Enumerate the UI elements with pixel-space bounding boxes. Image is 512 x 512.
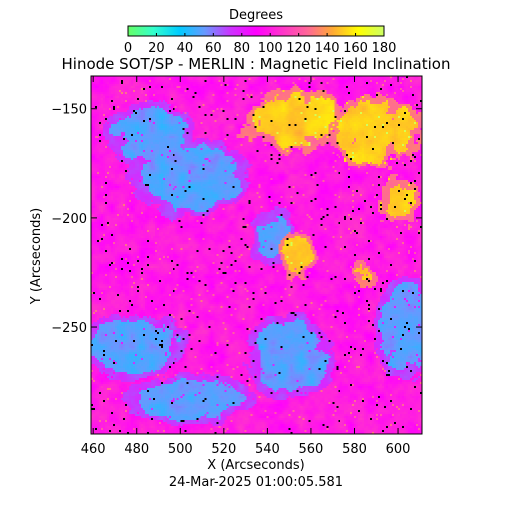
colorbar-tick-label: 60 [205,41,222,56]
x-axis-label: X (Arcseconds) [207,458,304,473]
y-axis-label: Y (Arcseconds) [29,208,44,305]
x-tick-label: 600 [386,442,411,457]
colorbar-tick-label: 40 [177,41,194,56]
x-tick-label: 460 [81,442,106,457]
y-tick-label: −250 [51,321,87,336]
plot-frame [90,75,423,435]
inclination-heatmap [91,76,422,434]
colorbar-tick-label: 180 [372,41,397,56]
chart-title: Hinode SOT/SP - MERLIN : Magnetic Field … [62,55,451,73]
x-tick-label: 580 [342,442,367,457]
colorbar-tick-label: 20 [148,41,165,56]
colorbar [127,25,385,37]
colorbar-tick-label: 120 [286,41,311,56]
y-tick-label: −150 [51,103,87,118]
colorbar-tick-label: 0 [124,41,132,56]
y-axis-ticks: −150 −200 −250 [51,103,422,336]
x-tick-label: 540 [255,442,280,457]
colorbar-tick-label: 160 [343,41,368,56]
heatmap-image [91,76,422,434]
x-tick-label: 500 [168,442,193,457]
timestamp: 24-Mar-2025 01:00:05.581 [169,475,343,490]
y-tick-label: −200 [51,212,87,227]
x-tick-label: 560 [299,442,324,457]
colorbar-label: Degrees [229,8,283,23]
colorbar-tick-label: 100 [258,41,283,56]
x-tick-label: 480 [124,442,149,457]
colorbar-ticks: 0 20 40 60 80 100 120 140 160 180 [124,33,397,56]
colorbar-tick-label: 140 [315,41,340,56]
x-tick-label: 520 [211,442,236,457]
colorbar-tick-label: 80 [234,41,251,56]
x-axis-ticks: 460 480 500 520 540 560 580 600 [81,76,411,457]
